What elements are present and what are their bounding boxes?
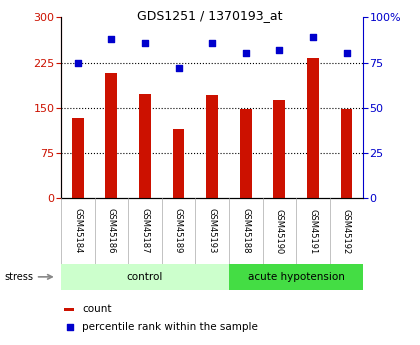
Text: GDS1251 / 1370193_at: GDS1251 / 1370193_at xyxy=(137,9,283,22)
Text: control: control xyxy=(127,272,163,282)
Text: GSM45191: GSM45191 xyxy=(308,208,318,254)
Text: GSM45189: GSM45189 xyxy=(174,208,183,254)
Point xyxy=(310,34,316,40)
Text: GSM45193: GSM45193 xyxy=(207,208,217,254)
Text: GSM45186: GSM45186 xyxy=(107,208,116,254)
Point xyxy=(276,47,283,52)
Bar xyxy=(341,109,352,198)
Text: stress: stress xyxy=(4,272,33,282)
Bar xyxy=(206,95,218,198)
Text: GSM45192: GSM45192 xyxy=(342,208,351,254)
Bar xyxy=(229,264,363,290)
Bar xyxy=(307,58,319,198)
Point xyxy=(142,40,148,45)
Point xyxy=(343,51,350,56)
Bar xyxy=(173,129,184,198)
Point xyxy=(67,324,74,330)
Text: count: count xyxy=(82,304,112,314)
Text: GSM45187: GSM45187 xyxy=(140,208,150,254)
Bar xyxy=(61,264,229,290)
Point xyxy=(209,40,215,45)
Point xyxy=(242,51,249,56)
Bar xyxy=(72,118,84,198)
Bar xyxy=(105,73,117,198)
Text: GSM45184: GSM45184 xyxy=(73,208,82,254)
Bar xyxy=(240,109,252,198)
Bar xyxy=(139,94,151,198)
Bar xyxy=(273,100,285,198)
Text: acute hypotension: acute hypotension xyxy=(248,272,344,282)
Text: percentile rank within the sample: percentile rank within the sample xyxy=(82,322,258,332)
Point xyxy=(175,65,182,71)
Point xyxy=(108,36,115,42)
Text: GSM45190: GSM45190 xyxy=(275,208,284,254)
Bar xyxy=(64,308,74,311)
Text: GSM45188: GSM45188 xyxy=(241,208,250,254)
Point xyxy=(74,60,81,65)
